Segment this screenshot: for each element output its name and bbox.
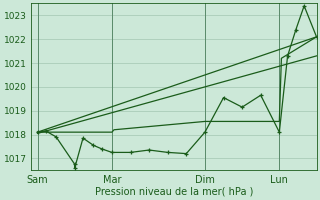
X-axis label: Pression niveau de la mer( hPa ): Pression niveau de la mer( hPa ) — [95, 187, 253, 197]
